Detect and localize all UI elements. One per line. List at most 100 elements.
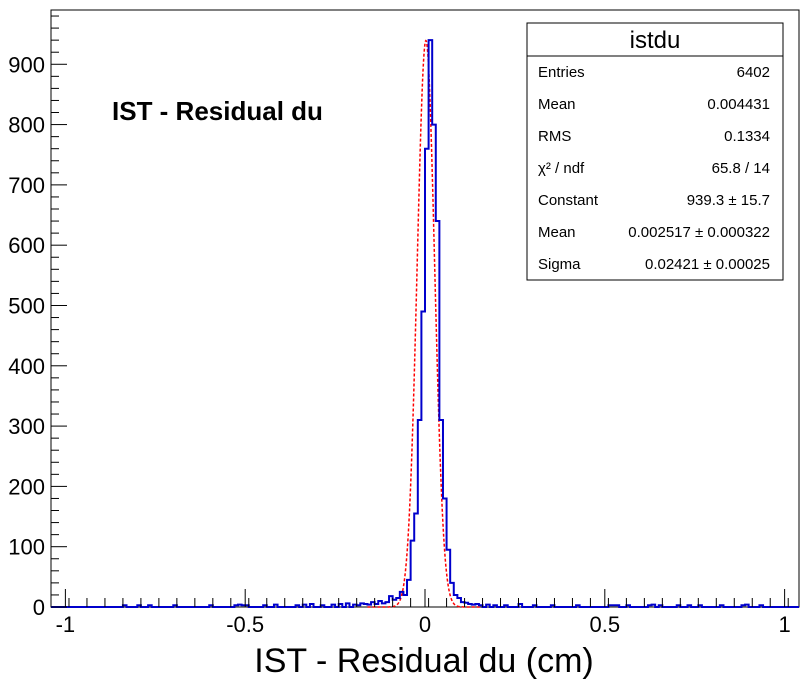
histogram-bin: [533, 605, 537, 607]
histogram-bin: [432, 125, 436, 607]
histogram-bin: [400, 592, 404, 607]
histogram-bin: [238, 605, 242, 607]
histogram-outline: [51, 39, 799, 608]
histogram-bin: [457, 598, 461, 607]
histogram-bin: [626, 605, 630, 607]
histogram-bin: [504, 605, 508, 607]
x-tick-label: -1: [56, 612, 76, 637]
chart-annotation: IST - Residual du: [112, 96, 323, 126]
histogram-bin: [137, 605, 141, 607]
histogram-bin: [454, 595, 458, 607]
histogram-bin: [616, 605, 620, 607]
histogram-bin: [234, 605, 238, 607]
stats-row-label: Mean: [538, 224, 576, 241]
histogram-bin: [659, 605, 663, 607]
histogram-bin: [403, 595, 407, 607]
y-tick-label: 0: [33, 595, 45, 620]
histogram-bin: [465, 603, 469, 607]
histogram-bin: [436, 221, 440, 607]
histogram-bin: [551, 605, 555, 607]
histogram-bin: [576, 605, 580, 607]
histogram-bin: [479, 605, 483, 607]
histogram-bin: [396, 598, 400, 607]
histogram-bin: [612, 605, 616, 607]
y-tick-label: 600: [8, 233, 45, 258]
histogram-bin: [389, 596, 393, 607]
histogram-bin: [411, 541, 415, 607]
histogram-bin: [519, 604, 523, 607]
histogram-bin: [346, 603, 350, 607]
stats-row-value: 6402: [737, 64, 770, 81]
histogram-bin: [148, 605, 152, 607]
histogram-bin: [364, 604, 368, 607]
y-tick-label: 800: [8, 113, 45, 138]
x-tick-label: 0: [419, 612, 431, 637]
stats-row-value: 0.002517 ± 0.000322: [628, 224, 770, 241]
histogram-bin: [421, 312, 425, 607]
stats-box: istdu Entries 6402 Mean 0.004431 RMS 0.1334 χ² …: [526, 22, 784, 281]
histogram-bin: [393, 600, 397, 607]
axes-layer: 0 100 200 300 400 500 600 700 800 900 -1 -0.5 0 0.5 1: [8, 15, 791, 637]
histogram-bin: [439, 420, 443, 607]
y-tick-label: 500: [8, 293, 45, 318]
histogram-bin: [209, 605, 213, 607]
x-tick-label: 0.5: [590, 612, 621, 637]
stats-row-value: 0.02421 ± 0.00025: [645, 256, 770, 273]
stats-row-value: 0.1334: [724, 128, 770, 145]
histogram-bin: [242, 605, 246, 607]
histogram-bin: [367, 605, 371, 607]
histogram-bin: [353, 605, 357, 607]
y-tick-label: 900: [8, 52, 45, 77]
histogram-bin: [429, 40, 433, 607]
histogram-bin: [688, 605, 692, 607]
histogram-bin: [450, 583, 454, 607]
histogram-bin: [468, 604, 472, 607]
histogram-bin: [173, 605, 177, 607]
histogram-bin: [263, 605, 267, 607]
histogram-bin: [486, 605, 490, 607]
y-tick-label: 200: [8, 474, 45, 499]
histogram-bin: [382, 603, 386, 607]
histogram-bin: [425, 149, 429, 607]
stats-row-label: Constant: [538, 192, 599, 209]
x-tick-label: 1: [778, 612, 790, 637]
stats-row-value: 0.004431: [707, 96, 770, 113]
gaussian-fit-curve: [367, 39, 483, 608]
histogram-bin: [741, 605, 745, 607]
x-tick-label: -0.5: [226, 612, 264, 637]
histogram-bin: [652, 605, 656, 607]
y-tick-label: 100: [8, 535, 45, 560]
histogram-bin: [296, 605, 300, 607]
stats-row-label: Entries: [538, 64, 585, 81]
stats-row-value: 939.3 ± 15.7: [687, 192, 770, 209]
histogram-bin: [677, 605, 681, 607]
histogram-bin: [274, 605, 278, 607]
histogram-bin: [245, 605, 249, 607]
histogram-bin: [475, 604, 479, 607]
histogram-layer: [51, 39, 799, 608]
histogram-bin: [759, 605, 763, 607]
y-tick-label: 700: [8, 173, 45, 198]
histogram-bin: [321, 605, 325, 607]
histogram-bin: [375, 604, 379, 607]
histogram-bin: [385, 602, 389, 607]
histogram-bin: [461, 602, 465, 607]
histogram-bin: [378, 601, 382, 607]
histogram-bin: [357, 605, 361, 607]
histogram-bin: [407, 580, 411, 607]
histogram-bin: [123, 605, 127, 607]
histogram-bin: [310, 604, 314, 607]
histogram-bin: [332, 605, 336, 607]
y-tick-label: 400: [8, 354, 45, 379]
histogram-bin: [303, 605, 307, 607]
histogram-bin: [447, 550, 451, 607]
histogram-bin: [493, 605, 497, 607]
stats-box-frame: [526, 22, 784, 281]
histogram-bin: [698, 605, 702, 607]
histogram-bin: [418, 420, 422, 607]
histogram-bin: [720, 605, 724, 607]
x-axis-title: IST - Residual du (cm): [254, 642, 593, 680]
stats-row-label: Mean: [538, 96, 576, 113]
histogram-bin: [745, 605, 749, 607]
